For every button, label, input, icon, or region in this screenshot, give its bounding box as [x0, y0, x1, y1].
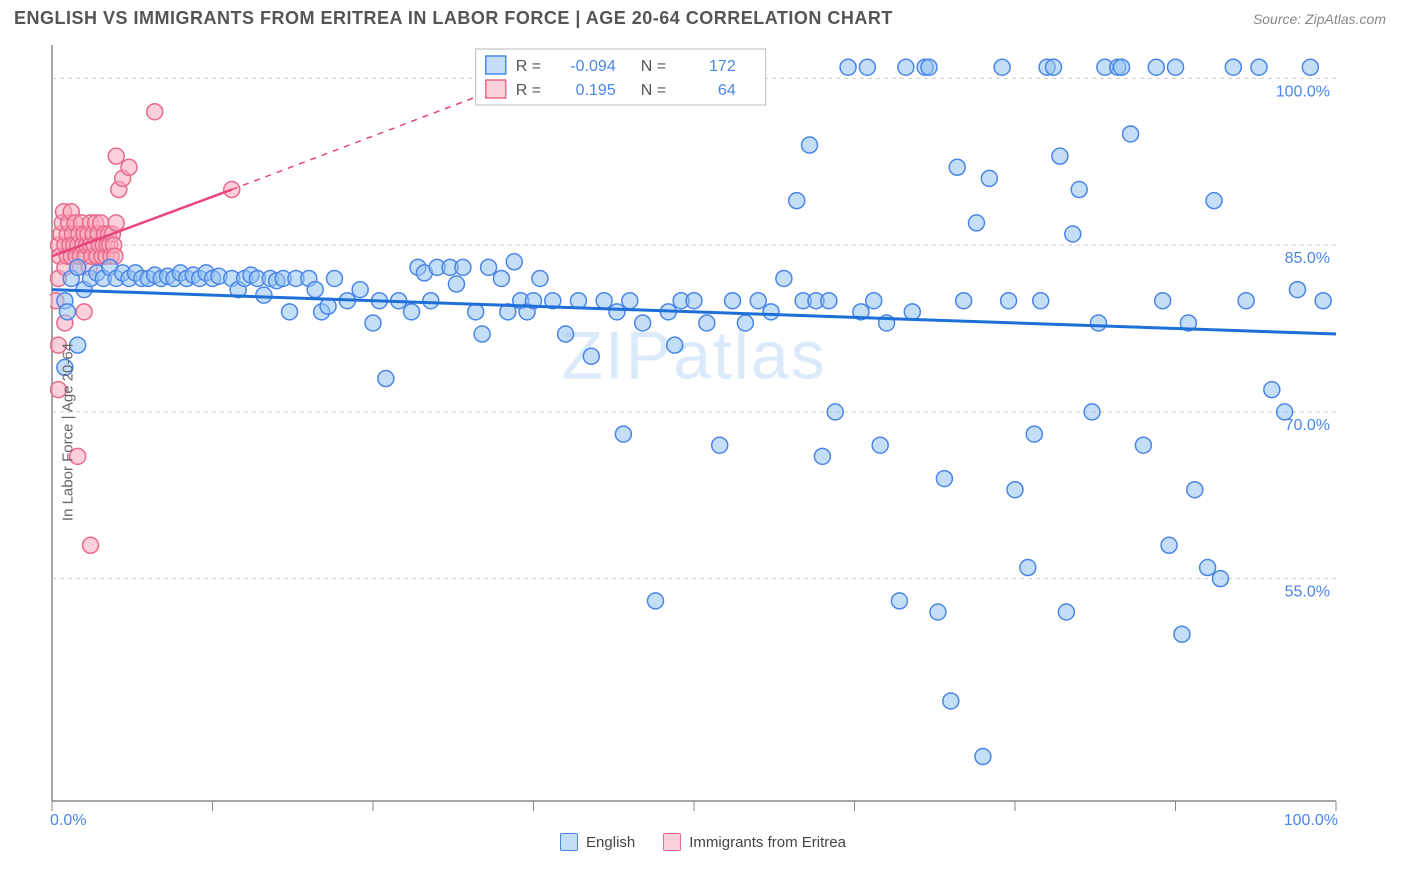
scatter-chart: 55.0% 70.0% 85.0% 100.0% 0.0% 100.0% ZIPatlas R… — [50, 37, 1396, 827]
svg-text:N =: N = — [641, 58, 666, 75]
y-axis-label: In Labor Force | Age 20-64 — [60, 343, 77, 521]
svg-text:64: 64 — [718, 82, 736, 99]
svg-text:ZIPatlas: ZIPatlas — [561, 318, 826, 394]
svg-text:N =: N = — [641, 82, 666, 99]
legend-item-english: English — [560, 833, 635, 851]
svg-text:85.0%: 85.0% — [1285, 250, 1330, 267]
svg-text:0.195: 0.195 — [576, 82, 616, 99]
svg-text:0.0%: 0.0% — [50, 812, 86, 827]
svg-text:100.0%: 100.0% — [1276, 83, 1330, 100]
bottom-legend: English Immigrants from Eritrea — [0, 833, 1406, 851]
legend-swatch-pink — [663, 833, 681, 851]
svg-text:172: 172 — [709, 58, 736, 75]
svg-text:-0.094: -0.094 — [570, 58, 615, 75]
svg-text:55.0%: 55.0% — [1285, 584, 1330, 601]
chart-title: ENGLISH VS IMMIGRANTS FROM ERITREA IN LA… — [14, 8, 893, 29]
source-credit: Source: ZipAtlas.com — [1253, 11, 1386, 27]
legend-item-eritrea: Immigrants from Eritrea — [663, 833, 846, 851]
legend-label-eritrea: Immigrants from Eritrea — [689, 834, 846, 851]
svg-text:70.0%: 70.0% — [1285, 417, 1330, 434]
legend-label-english: English — [586, 834, 635, 851]
legend-swatch-blue — [560, 833, 578, 851]
svg-text:100.0%: 100.0% — [1284, 812, 1338, 827]
svg-text:R =: R = — [516, 58, 541, 75]
svg-text:R =: R = — [516, 82, 541, 99]
